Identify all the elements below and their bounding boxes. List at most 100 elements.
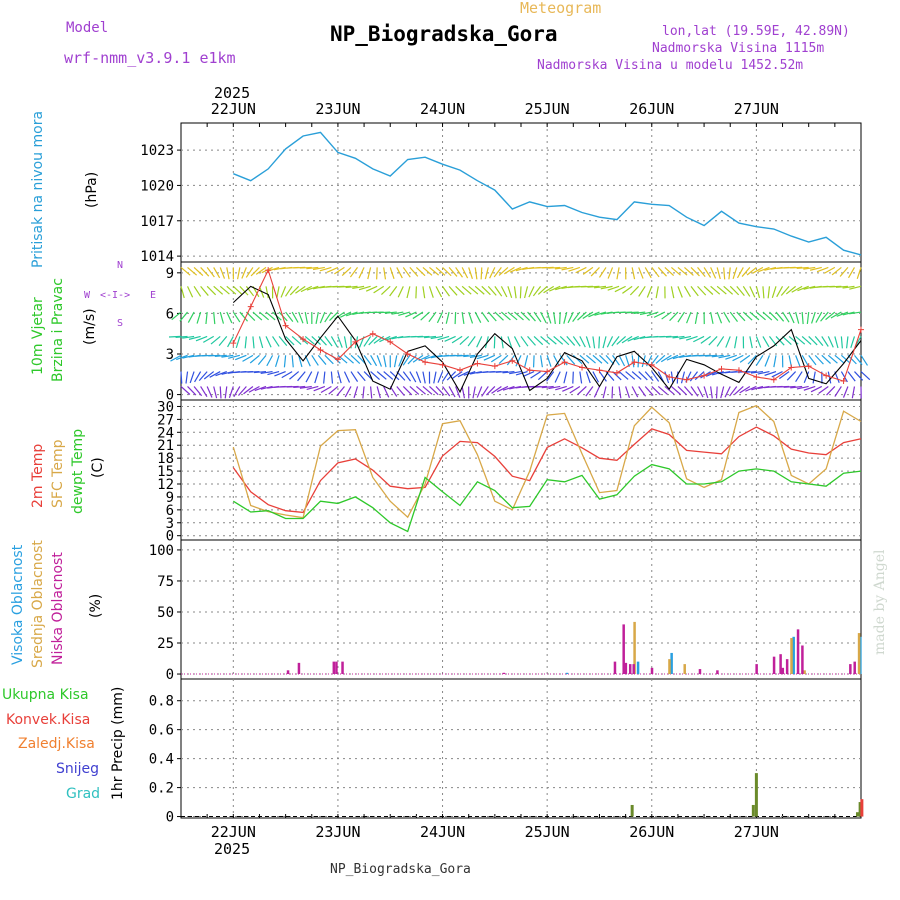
cloud-bar	[335, 661, 338, 675]
wind-vector	[444, 335, 456, 342]
wind-vector	[664, 386, 675, 395]
wind-vector	[437, 335, 450, 341]
wind-vector	[764, 371, 777, 376]
wind-vector	[429, 386, 439, 396]
wind-vector	[840, 354, 851, 364]
wind-vector	[252, 311, 263, 321]
wind-vector	[750, 370, 763, 374]
wind-vector	[396, 386, 405, 397]
wind-vector	[463, 354, 476, 358]
wind-vector	[762, 336, 770, 348]
wind-vector	[729, 285, 740, 296]
wind-vector	[631, 371, 642, 380]
wind-vector	[367, 267, 372, 280]
wind-vector	[742, 286, 751, 297]
wind-vector	[801, 335, 812, 345]
wind-speed-marker	[631, 359, 638, 366]
wind-vector	[758, 266, 770, 273]
wind-vector	[487, 311, 497, 322]
wind-vector	[618, 371, 629, 380]
wind-vector	[739, 385, 751, 394]
wind-vector	[700, 335, 711, 344]
wind-vector	[454, 312, 457, 325]
wind-speed-marker	[369, 330, 376, 337]
wind-vector	[665, 335, 678, 338]
wind-vector	[572, 371, 574, 384]
wind-vector	[614, 285, 626, 293]
wind-vector	[631, 355, 635, 368]
wind-vector	[625, 386, 631, 399]
wind-vector	[442, 386, 451, 397]
wind-vector	[780, 285, 790, 296]
wind-vector	[345, 311, 358, 317]
wind-vector	[716, 285, 727, 295]
wind-vector	[306, 266, 319, 270]
wind-vector	[514, 311, 524, 321]
wind-vector	[553, 335, 564, 345]
hail-label: Grad	[66, 786, 101, 802]
y-tick-label: 21	[157, 438, 174, 454]
cloud-bar	[683, 664, 686, 675]
wind-vector	[487, 285, 497, 296]
wind-vector	[783, 385, 796, 388]
wind-vector	[842, 285, 855, 289]
wind-vector	[602, 336, 607, 349]
wind-vector	[563, 311, 568, 324]
wind-vector	[697, 267, 706, 278]
wind-vector	[349, 267, 359, 278]
wind-vector	[195, 335, 208, 342]
wind-vector	[745, 385, 757, 392]
wind-vector	[474, 267, 478, 280]
wind-vector	[808, 335, 818, 346]
wind-vector	[435, 266, 446, 276]
wind-vector	[582, 311, 594, 319]
precip-bar	[856, 812, 860, 817]
wind-vector	[540, 311, 547, 324]
wind-speed-marker	[701, 372, 708, 379]
wind-vector	[337, 354, 348, 364]
wind-vector	[553, 311, 556, 325]
wind-vector	[315, 311, 319, 324]
wind-speed-marker	[387, 338, 394, 345]
wind-vector	[285, 335, 295, 346]
wind-vector	[519, 286, 522, 299]
wind-vector	[720, 386, 725, 399]
wind-vector	[234, 354, 247, 361]
wind-vector	[803, 266, 816, 270]
wind-vector	[446, 371, 457, 381]
wind-vector	[513, 336, 521, 348]
wind-vector	[732, 354, 744, 362]
wind-vector	[716, 311, 723, 324]
wind-vector	[842, 386, 849, 398]
day-label-bottom: 26JUN	[629, 823, 674, 841]
y-tick-label: 30	[157, 399, 174, 415]
wind-vector	[693, 335, 705, 343]
wind-vector	[219, 285, 230, 295]
wind-vector	[840, 336, 843, 349]
wind-vector	[357, 371, 366, 382]
wind-speed-marker	[770, 376, 777, 383]
wind-vector	[762, 311, 773, 321]
wind-vector	[415, 266, 426, 277]
compass-e: E	[150, 290, 157, 301]
wind-vector	[569, 385, 581, 394]
wind-vector	[697, 285, 707, 296]
wind-speed-marker	[648, 361, 655, 368]
wind-vector	[812, 371, 816, 384]
wind-vector	[509, 370, 522, 375]
wind-vector	[641, 355, 646, 368]
wind-vector	[594, 311, 607, 316]
wind-speed-marker	[805, 363, 812, 370]
wind-vector	[406, 286, 411, 299]
precip-bar	[751, 804, 755, 817]
compass-w: W	[84, 290, 91, 301]
wind-vector	[821, 354, 831, 364]
wind-vector	[653, 311, 666, 318]
wind-speed-marker	[788, 364, 795, 371]
y-tick-label: 9	[166, 490, 174, 506]
wind-vector	[363, 371, 373, 381]
wind-vector	[509, 266, 522, 273]
wind-vector	[661, 311, 672, 320]
wind-vector	[848, 267, 855, 279]
wind-vector	[575, 266, 587, 274]
